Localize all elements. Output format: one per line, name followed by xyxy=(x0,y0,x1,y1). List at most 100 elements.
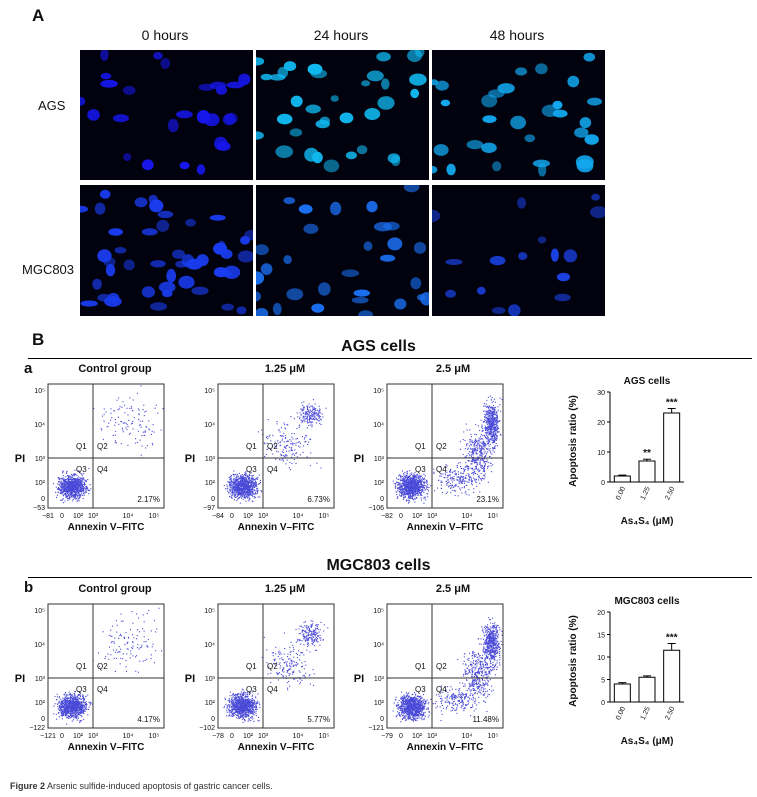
time-label-24h: 24 hours xyxy=(313,27,369,43)
x-tick-label: 1.25 xyxy=(640,706,652,721)
apoptosis-percent: 2.17% xyxy=(137,495,160,504)
y-tick-label: 0 xyxy=(211,496,215,503)
x-tick-label: 2.50 xyxy=(664,706,676,721)
y-tick-label: 10³ xyxy=(205,456,216,463)
flow-events xyxy=(223,620,329,723)
flow-plot-ags-control: Q1 Q2 Q3 Q4 2.17% 10⁵ 10⁴ 10³ 10² 0 −53 −81 0 10² 10³ 1… xyxy=(6,378,176,543)
x-tick-label: 2.50 xyxy=(664,486,676,501)
bar xyxy=(663,649,681,703)
y-tick-label: 0 xyxy=(601,480,605,487)
quadrant-label-q1: Q1 xyxy=(415,442,426,451)
apoptosis-percent: 6.73% xyxy=(307,495,330,504)
flow-plot-mgc803-125: Q1 Q2 Q3 Q4 5.77% 10⁵ 10⁴ 10³ 10² 0 −102 −78 0 10² 10³… xyxy=(176,598,346,763)
y-tick-label: 10⁵ xyxy=(204,608,215,615)
y-tick-label: 20 xyxy=(597,610,605,617)
y-tick-label: 20 xyxy=(597,420,605,427)
apoptosis-percent: 4.17% xyxy=(137,715,160,724)
x-min-tick-label: −121 xyxy=(40,733,56,740)
quadrant-label-q1: Q1 xyxy=(246,662,257,671)
y-tick-label: 10² xyxy=(205,480,216,487)
bar-chart-svg: AGS cells 0 10 20 30 0.00 ** 1.25 *** 2.50 As₄S₄ (… xyxy=(568,376,684,527)
quadrant-label-q1: Q1 xyxy=(76,662,87,671)
apoptosis-percent: 5.77% xyxy=(307,715,330,724)
y-tick-label: 10² xyxy=(35,480,46,487)
flow-plot-mgc803-25: Q1 Q2 Q3 Q4 11.48% 10⁵ 10⁴ 10³ 10² 0 −121 −79 0 10² 10… xyxy=(345,598,515,763)
x-axis-label: Annexin V–FITC xyxy=(238,522,315,533)
y-tick-label: 0 xyxy=(211,716,215,723)
quadrant-label-q1: Q1 xyxy=(76,442,87,451)
micrograph-mgc803-24h xyxy=(256,185,429,316)
y-axis-label: PI xyxy=(15,453,25,465)
quadrant-label-q3: Q3 xyxy=(246,465,257,474)
y-tick-label: 30 xyxy=(597,390,605,397)
quadrant-label-q4: Q4 xyxy=(267,465,278,474)
quadrant-label-q2: Q2 xyxy=(97,662,108,671)
y-tick-label: 10² xyxy=(35,700,46,707)
y-tick-label: 10³ xyxy=(374,456,385,463)
micrograph-ags-48h xyxy=(432,50,605,180)
flow-events xyxy=(392,395,503,504)
x-tick-label: 10³ xyxy=(258,733,269,740)
quadrant-label-q3: Q3 xyxy=(246,685,257,694)
flow-plot-ags-125: Q1 Q2 Q3 Q4 6.73% 10⁵ 10⁴ 10³ 10² 0 −97 −84 0 10² 10³ 1… xyxy=(176,378,346,543)
significance-label: ** xyxy=(643,448,651,459)
y-axis-label: PI xyxy=(185,453,195,465)
y-tick-label: 0 xyxy=(380,496,384,503)
y-tick-label: 10² xyxy=(205,700,216,707)
flow-svg: Q1 Q2 Q3 Q4 4.17% 10⁵ 10⁴ 10³ 10² 0 −122−121 0 10² 10… xyxy=(15,603,165,753)
x-tick-label: 10² xyxy=(412,733,423,740)
quadrant-label-q2: Q2 xyxy=(267,442,278,451)
x-tick-label: 0 xyxy=(399,513,403,520)
y-tick-label: 10⁵ xyxy=(34,388,45,395)
micrograph-mgc803-48h xyxy=(432,185,605,316)
x-tick-label: 10² xyxy=(73,733,84,740)
x-tick-label: 10⁵ xyxy=(319,733,330,740)
x-tick-label: 10⁵ xyxy=(149,733,160,740)
x-tick-label: 10⁵ xyxy=(149,513,160,520)
y-tick-label: 10⁵ xyxy=(34,608,45,615)
x-tick-label: 0 xyxy=(230,733,234,740)
x-min-tick-label: −82 xyxy=(381,513,393,520)
x-tick-label: 10³ xyxy=(88,733,99,740)
flow-title-ags-control: Control group xyxy=(78,363,152,375)
quadrant-label-q3: Q3 xyxy=(76,685,87,694)
figure-caption: Figure 2 Arsenic sulfide-induced apoptos… xyxy=(10,781,273,791)
x-tick-label: 0.00 xyxy=(615,706,627,721)
y-tick-label: 10⁵ xyxy=(204,388,215,395)
y-tick-label: 0 xyxy=(601,700,605,707)
y-tick-label: 10² xyxy=(374,480,385,487)
quadrant-label-q2: Q2 xyxy=(97,442,108,451)
micrograph-ags-24h xyxy=(256,50,429,180)
x-tick-label: 10² xyxy=(73,513,84,520)
time-label-48h: 48 hours xyxy=(489,27,545,43)
y-tick-label: 10⁴ xyxy=(34,642,45,649)
bar xyxy=(663,412,681,483)
y-tick-label: 0 xyxy=(380,716,384,723)
quadrant-label-q2: Q2 xyxy=(267,662,278,671)
y-tick-label: 10³ xyxy=(205,676,216,683)
bar xyxy=(638,676,656,703)
bar xyxy=(613,683,631,703)
y-tick-label: 10³ xyxy=(374,676,385,683)
quadrant-label-q4: Q4 xyxy=(436,685,447,694)
row-label-mgc803: MGC803 xyxy=(22,262,75,277)
caption-label: Figure 2 xyxy=(10,781,46,791)
micrograph-mgc803-0h xyxy=(80,185,253,316)
flow-svg: Q1 Q2 Q3 Q4 23.1% 10⁵ 10⁴ 10³ 10² 0 −106−82 0 10² 10³… xyxy=(354,383,504,533)
x-tick-label: 10³ xyxy=(258,513,269,520)
flow-title-mgc803-control: Control group xyxy=(78,583,152,595)
y-tick-label: 10³ xyxy=(35,676,46,683)
y-tick-label: 10⁵ xyxy=(373,608,384,615)
y-tick-label: 0 xyxy=(41,716,45,723)
flow-plot-mgc803-control: Q1 Q2 Q3 Q4 4.17% 10⁵ 10⁴ 10³ 10² 0 −122 −121 0 10² 10… xyxy=(6,598,176,763)
y-axis-label: PI xyxy=(185,673,195,685)
flow-frame xyxy=(47,603,165,729)
y-min-tick-label: −106 xyxy=(368,505,384,512)
bar-chart-title: MGC803 cells xyxy=(614,596,679,607)
x-tick-label: 0 xyxy=(399,733,403,740)
x-min-tick-label: −81 xyxy=(42,513,54,520)
flow-svg: Q1 Q2 Q3 Q4 2.17% 10⁵ 10⁴ 10³ 10² 0 −53−81 0 10² 10³ 1… xyxy=(15,383,165,533)
x-min-tick-label: −79 xyxy=(381,733,393,740)
x-axis-label: As₄S₄ (μM) xyxy=(621,736,674,747)
quadrant-label-q3: Q3 xyxy=(76,465,87,474)
